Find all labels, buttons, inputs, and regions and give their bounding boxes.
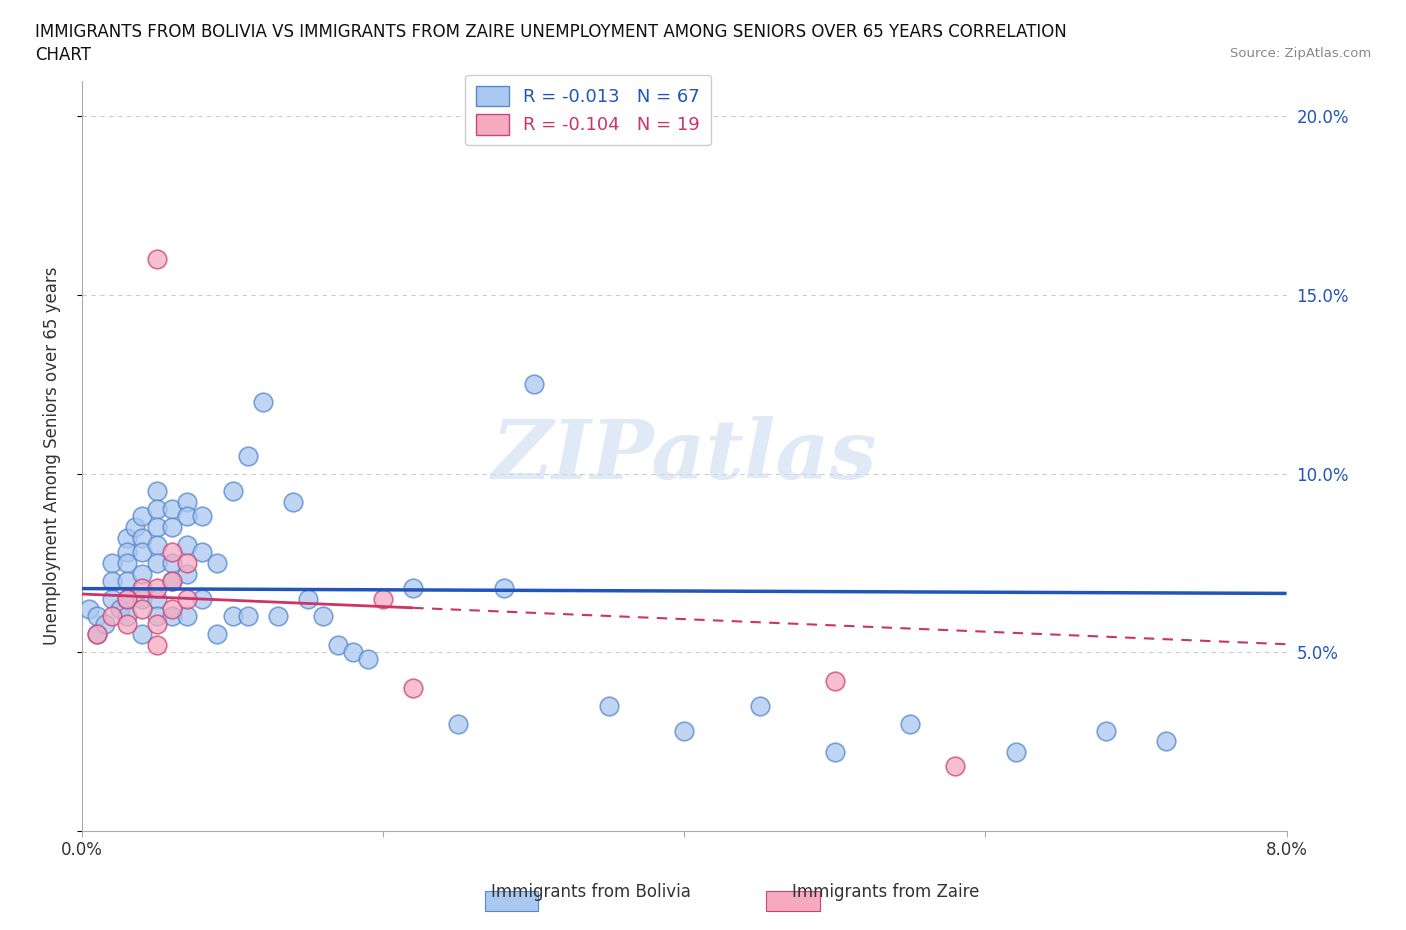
Point: [176, 609, 198, 624]
Point: [598, 698, 620, 713]
Point: [79, 602, 101, 617]
Point: [176, 591, 198, 606]
Point: [162, 573, 184, 588]
Point: [267, 609, 290, 624]
Point: [176, 566, 198, 581]
Point: [748, 698, 770, 713]
Point: [101, 555, 124, 570]
Point: [115, 530, 138, 545]
Point: [176, 495, 198, 510]
Point: [162, 602, 184, 617]
Point: [236, 609, 259, 624]
Point: [1004, 745, 1026, 760]
Point: [131, 627, 153, 642]
Point: [221, 484, 243, 498]
Point: [146, 252, 169, 267]
Point: [1095, 724, 1118, 738]
Point: [162, 502, 184, 517]
Point: [115, 591, 138, 606]
Point: [131, 602, 153, 617]
Point: [191, 509, 214, 524]
Point: [176, 509, 198, 524]
Point: [146, 591, 169, 606]
Point: [131, 591, 153, 606]
Y-axis label: Unemployment Among Seniors over 65 years: Unemployment Among Seniors over 65 years: [44, 267, 60, 645]
Point: [131, 509, 153, 524]
Point: [146, 638, 169, 653]
Point: [943, 759, 966, 774]
Point: [191, 545, 214, 560]
Point: [162, 520, 184, 535]
Point: [86, 627, 108, 642]
Point: [357, 652, 380, 667]
Text: Immigrants from Zaire: Immigrants from Zaire: [792, 884, 980, 901]
Point: [371, 591, 394, 606]
Point: [176, 555, 198, 570]
Point: [207, 627, 229, 642]
Point: [146, 555, 169, 570]
Point: [93, 617, 115, 631]
Point: [131, 580, 153, 595]
Point: [342, 644, 364, 659]
Point: [115, 609, 138, 624]
Point: [101, 609, 124, 624]
Point: [146, 580, 169, 595]
Text: IMMIGRANTS FROM BOLIVIA VS IMMIGRANTS FROM ZAIRE UNEMPLOYMENT AMONG SENIORS OVER: IMMIGRANTS FROM BOLIVIA VS IMMIGRANTS FR…: [35, 23, 1067, 41]
Legend: R = -0.013   N = 67, R = -0.104   N = 19: R = -0.013 N = 67, R = -0.104 N = 19: [465, 74, 710, 145]
Point: [673, 724, 696, 738]
Point: [447, 716, 470, 731]
Point: [402, 681, 425, 696]
Text: Source: ZipAtlas.com: Source: ZipAtlas.com: [1230, 46, 1371, 60]
Point: [824, 745, 846, 760]
Point: [101, 573, 124, 588]
Point: [124, 520, 146, 535]
Point: [326, 638, 349, 653]
Point: [207, 555, 229, 570]
Point: [86, 627, 108, 642]
Point: [162, 609, 184, 624]
Point: [115, 555, 138, 570]
Point: [162, 545, 184, 560]
Point: [115, 545, 138, 560]
Point: [115, 617, 138, 631]
Point: [146, 617, 169, 631]
Point: [101, 591, 124, 606]
Point: [146, 538, 169, 552]
Point: [297, 591, 319, 606]
Point: [236, 448, 259, 463]
Text: Immigrants from Bolivia: Immigrants from Bolivia: [491, 884, 690, 901]
Point: [191, 591, 214, 606]
Point: [162, 573, 184, 588]
Point: [146, 609, 169, 624]
Point: [86, 609, 108, 624]
Point: [824, 673, 846, 688]
Point: [146, 520, 169, 535]
Point: [115, 573, 138, 588]
Point: [252, 394, 274, 409]
Point: [115, 591, 138, 606]
Point: [162, 555, 184, 570]
Point: [898, 716, 921, 731]
Point: [131, 566, 153, 581]
Point: [312, 609, 335, 624]
Point: [146, 502, 169, 517]
Point: [146, 484, 169, 498]
Point: [108, 602, 131, 617]
Point: [402, 580, 425, 595]
Point: [131, 530, 153, 545]
Point: [1154, 734, 1177, 749]
Point: [176, 538, 198, 552]
Point: [131, 545, 153, 560]
Point: [492, 580, 515, 595]
Text: ZIPatlas: ZIPatlas: [492, 416, 877, 496]
Point: [281, 495, 304, 510]
Text: CHART: CHART: [35, 46, 91, 64]
Point: [221, 609, 243, 624]
Point: [523, 377, 546, 392]
